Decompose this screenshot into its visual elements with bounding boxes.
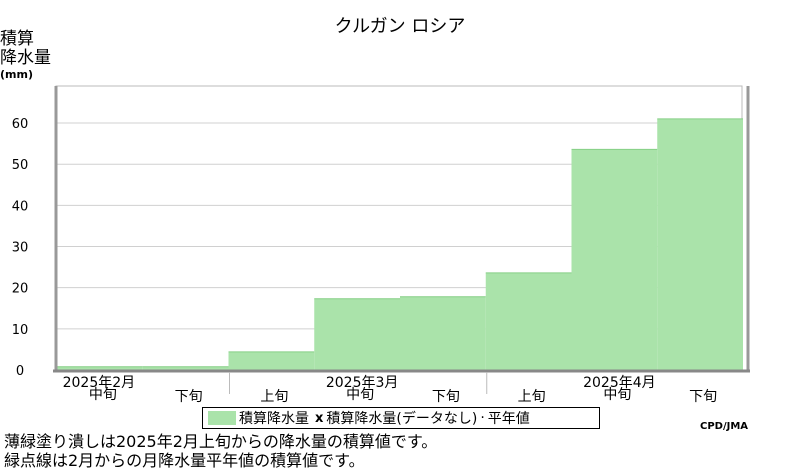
chart-title: クルガン ロシア: [334, 16, 466, 37]
bar: [314, 298, 400, 370]
bar: [400, 296, 486, 370]
legend-marker-no-data: x: [315, 410, 324, 426]
x-month-label: 2025年4月: [583, 375, 656, 391]
x-dekad-label: 中旬: [89, 387, 117, 403]
x-dekad-label: 中旬: [603, 387, 631, 403]
note-line-1: 薄緑塗り潰しは2025年2月上旬からの降水量の積算値です。: [4, 432, 438, 451]
x-dekad-label: 上旬: [260, 389, 288, 405]
y-axis-unit: (mm): [0, 68, 33, 81]
note-line-2: 緑点線は2月からの月降水量平年値の積算値です。: [4, 451, 365, 470]
bar: [142, 366, 229, 370]
legend-label-normal: 平年値: [487, 411, 530, 427]
precipitation-chart: 0 10 20 30 40 50 60 中旬 下旬 上旬 中旬 下旬 上旬 中旬 下旬 2025年2月 2025…: [12, 85, 750, 405]
y-tick-label: 50: [12, 158, 29, 173]
legend: 積算降水量 x 積算降水量(データなし) · 平年値: [202, 407, 600, 429]
legend-marker-normal: ·: [480, 410, 485, 426]
y-tick-label: 0: [16, 364, 24, 379]
x-dekad-label: 中旬: [346, 387, 374, 403]
x-month-label: 2025年3月: [326, 375, 399, 391]
y-tick-label: 20: [12, 282, 29, 297]
x-dekad-label: 上旬: [518, 389, 546, 405]
bar: [485, 272, 572, 370]
x-dekad-label: 下旬: [689, 389, 717, 405]
credit-label: CPD/JMA: [700, 421, 749, 432]
y-tick-label: 30: [12, 241, 29, 256]
legend-swatch-cumulative: [208, 411, 236, 425]
x-dekad-label: 下旬: [175, 389, 203, 405]
y-axis-label-line2: 降水量: [0, 48, 51, 68]
bar: [657, 118, 743, 370]
legend-label-cumulative: 積算降水量: [239, 411, 309, 427]
x-dekad-label: 下旬: [432, 389, 460, 405]
y-tick-label: 10: [12, 323, 29, 338]
x-month-label: 2025年2月: [63, 375, 136, 391]
y-tick-label: 40: [12, 199, 29, 214]
bar: [571, 149, 658, 370]
y-axis-label: 積算 降水量 (mm): [0, 29, 51, 82]
legend-label-no-data: 積算降水量(データなし): [326, 411, 478, 427]
bar: [57, 366, 143, 370]
bar: [228, 351, 315, 370]
y-axis-label-line1: 積算: [0, 29, 34, 49]
y-tick-label: 60: [12, 117, 29, 132]
